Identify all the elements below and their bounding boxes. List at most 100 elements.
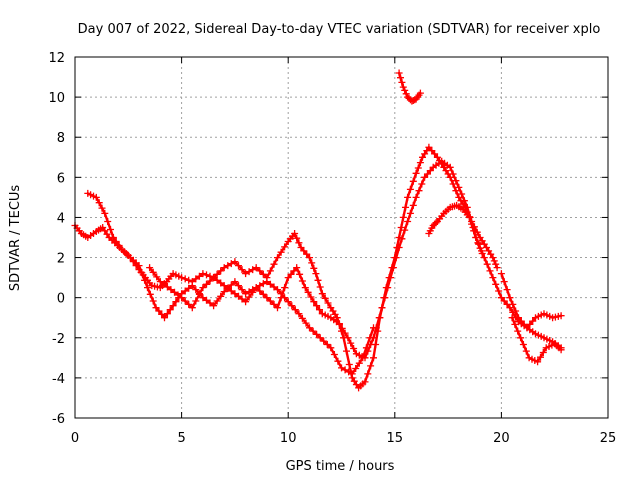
data-point-plus-marker bbox=[489, 274, 497, 282]
data-point-plus-marker bbox=[401, 226, 409, 234]
data-point-plus-marker bbox=[227, 281, 235, 289]
data-point-plus-marker bbox=[341, 329, 349, 337]
data-point-plus-marker bbox=[199, 284, 207, 292]
data-point-plus-marker bbox=[404, 218, 412, 225]
data-point-plus-marker bbox=[185, 300, 193, 308]
data-point-plus-marker bbox=[163, 310, 171, 318]
data-point-plus-marker bbox=[141, 276, 149, 284]
y-tick-labels: -6 -4 -2 0 2 4 6 8 10 12 bbox=[48, 51, 65, 427]
data-point-plus-marker bbox=[350, 345, 358, 352]
data-point-plus-marker bbox=[402, 203, 409, 211]
data-point-plus-marker bbox=[178, 294, 186, 302]
data-point-plus-marker bbox=[313, 302, 321, 310]
data-point-plus-marker bbox=[203, 271, 210, 279]
data-point-plus-marker bbox=[304, 288, 312, 296]
data-point-plus-marker bbox=[366, 334, 374, 342]
data-point-plus-marker bbox=[378, 304, 386, 312]
data-point-plus-marker bbox=[506, 294, 514, 302]
data-point-plus-marker bbox=[213, 276, 221, 284]
data-point-plus-marker bbox=[115, 242, 123, 249]
grid-lines bbox=[75, 57, 608, 418]
tick-marks bbox=[74, 56, 609, 419]
data-point-plus-marker bbox=[492, 280, 500, 288]
data-point-plus-marker bbox=[107, 226, 114, 233]
data-point-plus-marker bbox=[238, 266, 246, 274]
data-point-plus-marker bbox=[274, 304, 281, 312]
data-point-plus-marker bbox=[522, 347, 530, 355]
data-point-plus-marker bbox=[364, 370, 372, 378]
data-point-plus-marker bbox=[277, 290, 285, 298]
data-point-plus-marker bbox=[313, 330, 321, 338]
data-point-plus-marker bbox=[302, 319, 310, 327]
data-point-plus-marker bbox=[320, 337, 328, 345]
data-point-plus-marker bbox=[112, 238, 120, 245]
x-tick-label: 25 bbox=[600, 431, 617, 446]
data-point-plus-marker bbox=[270, 260, 278, 268]
data-point-plus-marker bbox=[399, 213, 407, 221]
data-point-plus-marker bbox=[493, 264, 501, 272]
data-point-plus-marker bbox=[537, 353, 544, 361]
data-point-plus-marker bbox=[324, 299, 332, 307]
data-point-plus-marker bbox=[511, 320, 519, 328]
data-point-plus-marker bbox=[220, 282, 228, 290]
data-point-plus-marker bbox=[256, 267, 264, 275]
data-point-plus-marker bbox=[153, 273, 161, 281]
data-point-plus-marker bbox=[249, 288, 257, 296]
data-point-plus-marker bbox=[266, 297, 274, 305]
data-point-plus-marker bbox=[348, 370, 356, 378]
data-point-plus-marker bbox=[362, 344, 370, 352]
data-point-plus-marker bbox=[508, 314, 516, 322]
data-point-plus-marker bbox=[308, 259, 316, 267]
x-axis-label: GPS time / hours bbox=[286, 459, 395, 474]
data-point-plus-marker bbox=[109, 234, 117, 241]
data-point-plus-marker bbox=[310, 264, 318, 272]
data-point-plus-marker bbox=[281, 294, 289, 302]
data-point-plus-marker bbox=[296, 270, 304, 278]
data-point-plus-marker bbox=[402, 90, 410, 98]
data-point-plus-marker bbox=[519, 341, 527, 348]
data-point-plus-marker bbox=[512, 307, 520, 315]
data-point-plus-marker bbox=[486, 267, 494, 275]
data-point-plus-marker bbox=[185, 284, 193, 292]
data-point-plus-marker bbox=[478, 250, 486, 257]
data-point-plus-marker bbox=[352, 365, 360, 372]
data-point-plus-marker bbox=[231, 278, 239, 286]
data-point-plus-marker bbox=[274, 286, 281, 294]
data-point-plus-marker bbox=[338, 324, 346, 332]
data-point-plus-marker bbox=[199, 270, 207, 278]
series-track-b bbox=[84, 157, 565, 362]
y-tick-label: 6 bbox=[57, 171, 65, 186]
data-point-plus-marker bbox=[476, 244, 484, 252]
x-tick-label: 10 bbox=[280, 431, 297, 446]
data-point-plus-marker bbox=[293, 264, 301, 272]
data-point-plus-marker bbox=[213, 270, 221, 278]
data-point-plus-marker bbox=[192, 297, 200, 305]
data-point-plus-marker bbox=[334, 357, 342, 365]
data-point-plus-marker bbox=[470, 227, 478, 235]
data-point-plus-marker bbox=[245, 268, 253, 276]
data-point-plus-marker bbox=[277, 248, 285, 256]
data-point-plus-marker bbox=[217, 267, 225, 275]
x-tick-labels: 0 5 10 15 20 25 bbox=[71, 431, 616, 446]
data-point-plus-marker bbox=[338, 364, 345, 372]
data-point-plus-marker bbox=[188, 304, 196, 312]
data-point-plus-marker bbox=[312, 270, 320, 278]
data-point-plus-marker bbox=[401, 86, 409, 94]
data-point-plus-marker bbox=[293, 234, 301, 242]
y-tick-label: -2 bbox=[52, 332, 65, 347]
data-point-plus-marker bbox=[146, 264, 154, 272]
series-track-c bbox=[146, 264, 377, 378]
data-point-plus-marker bbox=[416, 159, 424, 167]
data-point-plus-marker bbox=[399, 83, 407, 91]
data-point-plus-marker bbox=[452, 177, 460, 185]
data-point-plus-marker bbox=[206, 277, 214, 285]
data-point-plus-marker bbox=[309, 327, 317, 335]
data-point-plus-marker bbox=[500, 278, 508, 286]
data-point-plus-marker bbox=[384, 284, 392, 292]
data-point-plus-marker bbox=[446, 163, 454, 171]
data-point-plus-marker bbox=[455, 183, 463, 191]
data-point-plus-marker bbox=[344, 334, 352, 342]
data-point-plus-marker bbox=[206, 299, 214, 307]
data-point-plus-marker bbox=[192, 286, 200, 294]
y-tick-label: 4 bbox=[57, 211, 65, 226]
